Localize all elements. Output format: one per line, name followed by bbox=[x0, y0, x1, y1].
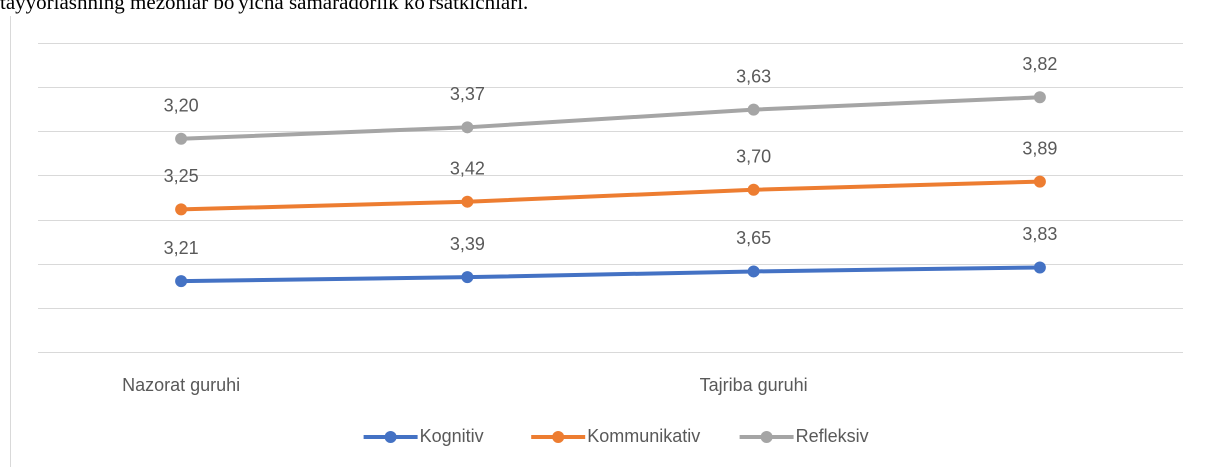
data-label: 3,20 bbox=[164, 96, 199, 116]
series-line bbox=[179, 265, 1042, 284]
data-label: 3,83 bbox=[1022, 224, 1057, 244]
point bbox=[461, 271, 474, 284]
series-line bbox=[179, 95, 1042, 141]
point bbox=[1033, 261, 1046, 274]
point bbox=[461, 195, 474, 208]
data-label: 3,63 bbox=[736, 66, 771, 86]
data-label: 3,70 bbox=[736, 147, 771, 167]
point bbox=[747, 265, 760, 278]
series-line bbox=[179, 179, 1042, 212]
point bbox=[461, 121, 474, 134]
x-tick-label: Tajriba guruhi bbox=[700, 375, 808, 395]
data-label: 3,65 bbox=[736, 228, 771, 248]
point bbox=[175, 203, 188, 216]
data-label: 3,82 bbox=[1022, 54, 1057, 74]
point bbox=[175, 275, 188, 288]
point bbox=[1033, 91, 1046, 104]
legend-label: Refleksiv bbox=[796, 426, 869, 446]
legend-marker bbox=[760, 431, 773, 443]
data-label: 3,21 bbox=[164, 238, 199, 258]
point bbox=[747, 183, 760, 196]
legend-label: Kommunikativ bbox=[587, 426, 700, 446]
data-label: 3,42 bbox=[450, 158, 485, 178]
point bbox=[747, 103, 760, 116]
data-label: 3,25 bbox=[164, 166, 199, 186]
point bbox=[175, 132, 188, 145]
x-tick-label: Nazorat guruhi bbox=[122, 375, 240, 395]
data-label: 3,37 bbox=[450, 84, 485, 104]
chart-title: tayyorlashning mezonlar bo'yicha samarad… bbox=[0, 0, 528, 14]
data-label: 3,89 bbox=[1022, 138, 1057, 158]
legend-marker bbox=[384, 431, 397, 443]
data-label: 3,39 bbox=[450, 234, 485, 254]
legend-label: Kognitiv bbox=[420, 426, 484, 446]
legend-marker bbox=[552, 431, 565, 443]
point bbox=[1033, 175, 1046, 188]
